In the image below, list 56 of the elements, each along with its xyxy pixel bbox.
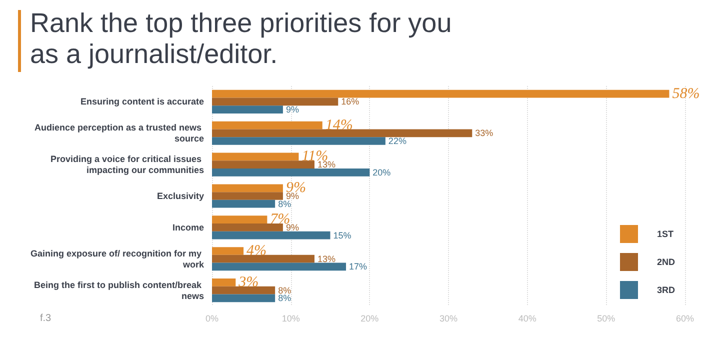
legend-label: 2ND bbox=[656, 257, 676, 267]
bar bbox=[212, 216, 268, 224]
x-tick-label: 50% bbox=[597, 314, 616, 324]
bar bbox=[212, 294, 276, 302]
data-label: 17% bbox=[349, 262, 368, 272]
bar bbox=[212, 160, 314, 168]
data-label: 13% bbox=[317, 254, 336, 264]
data-label: 15% bbox=[333, 230, 352, 240]
y-tick-label: Gaining exposure of/ recognition for my work bbox=[30, 248, 205, 270]
bar bbox=[212, 129, 472, 138]
data-label: 20% bbox=[372, 167, 391, 178]
bar bbox=[212, 247, 244, 255]
bar bbox=[212, 200, 276, 208]
x-tick-label: 60% bbox=[676, 314, 694, 324]
bar bbox=[212, 286, 276, 294]
bar bbox=[212, 137, 386, 145]
bar bbox=[212, 184, 283, 192]
bar bbox=[212, 224, 283, 232]
legend-label: 3RD bbox=[656, 285, 676, 295]
y-tick-label: Audience perception as a trusted news source bbox=[34, 122, 204, 144]
bar bbox=[212, 262, 346, 271]
y-tick-label: Providing a voice for critical issues impacting our communities bbox=[50, 154, 204, 176]
y-tick-label: Ensuring content is accurate bbox=[80, 96, 204, 107]
bar bbox=[212, 152, 299, 161]
data-label: 8% bbox=[278, 293, 292, 304]
x-tick-label: 30% bbox=[439, 314, 458, 324]
data-label: 58% bbox=[672, 86, 700, 102]
x-tick-label: 0% bbox=[205, 314, 219, 324]
data-label: 8% bbox=[278, 198, 292, 209]
text: f.3 bbox=[40, 313, 52, 324]
bar bbox=[212, 168, 370, 176]
legend-label: 1ST bbox=[656, 229, 674, 239]
data-label: 3% bbox=[238, 274, 259, 290]
y-tick-label: Exclusivity bbox=[156, 191, 204, 201]
data-label: 13% bbox=[317, 160, 336, 170]
data-label: 16% bbox=[341, 96, 360, 107]
data-label: 9% bbox=[286, 104, 299, 115]
y-tick-label: Being the first to publish content/break news bbox=[34, 280, 204, 301]
x-tick-label: 20% bbox=[360, 314, 379, 324]
bar bbox=[212, 90, 670, 98]
data-label: 33% bbox=[475, 128, 494, 138]
bar bbox=[212, 254, 314, 263]
x-tick-label: 10% bbox=[282, 314, 300, 324]
data-label: 14% bbox=[325, 117, 353, 134]
data-label: 22% bbox=[388, 136, 406, 146]
y-tick-label: Income bbox=[172, 222, 204, 232]
bar bbox=[212, 192, 283, 200]
bar bbox=[212, 106, 283, 114]
bar bbox=[212, 98, 338, 106]
x-tick-label: 40% bbox=[518, 314, 536, 324]
bar bbox=[212, 278, 236, 286]
data-label: 9% bbox=[286, 191, 299, 201]
chart-title: Rank the top three priorities for you as a journalist/editor. bbox=[30, 8, 453, 70]
bar bbox=[212, 231, 330, 240]
data-label: 8% bbox=[278, 285, 292, 296]
bar bbox=[212, 121, 322, 130]
